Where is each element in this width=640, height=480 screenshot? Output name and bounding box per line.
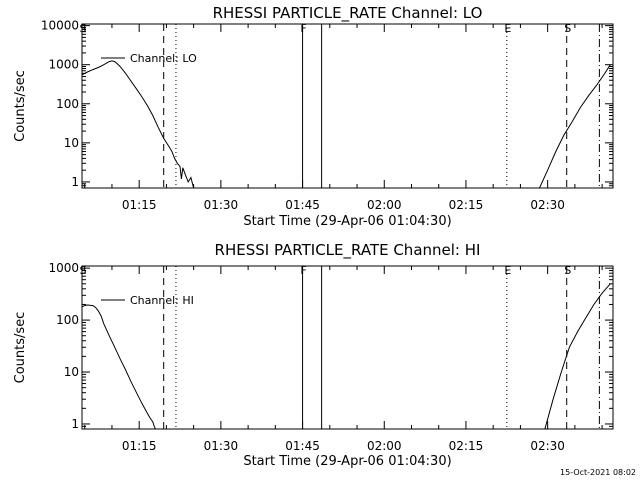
y-axis-title: Counts/sec [13, 312, 28, 384]
event-marker-label: S [80, 264, 87, 277]
series-line [82, 60, 195, 188]
y-tick-label: 1000 [48, 261, 79, 275]
legend-label: Channel: HI [130, 294, 194, 307]
y-tick-label: 100 [56, 313, 79, 327]
event-marker-label: E [504, 22, 511, 35]
x-axis-title: Start Time (29-Apr-06 01:04:30) [243, 454, 451, 469]
plot-frame [81, 23, 614, 189]
x-tick-label: 01:30 [204, 439, 239, 453]
x-tick-label: 01:45 [285, 439, 320, 453]
event-marker-label: F [300, 264, 306, 277]
y-tick-label: 10000 [41, 19, 79, 33]
x-tick-label: 02:30 [530, 198, 565, 212]
y-tick-label: 100 [56, 97, 79, 111]
panel-hi: RHESSI PARTICLE_RATE Channel: HI 1 10 100 10… [13, 241, 614, 469]
x-tick-label: 01:15 [122, 198, 157, 212]
x-tick-label: 01:30 [204, 198, 239, 212]
y-tick-label: 1000 [48, 58, 79, 72]
series-line [539, 64, 611, 188]
y-tick-label: 1 [71, 417, 79, 431]
timestamp: 15-Oct-2021 08:02 [560, 468, 636, 477]
chart-title: RHESSI PARTICLE_RATE Channel: LO [213, 4, 483, 23]
chart-title: RHESSI PARTICLE_RATE Channel: HI [215, 241, 481, 260]
y-axis-title: Counts/sec [13, 70, 28, 142]
y-tick-label: 10 [64, 136, 79, 150]
x-tick-label: 02:00 [367, 198, 402, 212]
series-line [544, 283, 611, 429]
event-marker-label: S [80, 22, 87, 35]
event-marker-label: S [564, 264, 571, 277]
series-line [82, 304, 156, 429]
event-marker-label: F [300, 22, 306, 35]
x-tick-label: 01:45 [285, 198, 320, 212]
x-tick-label: 02:15 [449, 198, 484, 212]
x-tick-label: 01:15 [122, 439, 157, 453]
event-marker-label: E [504, 264, 511, 277]
legend-label: Channel: LO [130, 52, 197, 65]
x-axis-title: Start Time (29-Apr-06 01:04:30) [243, 214, 451, 229]
x-tick-label: 02:00 [367, 439, 402, 453]
x-tick-label: 02:15 [449, 439, 484, 453]
event-marker-label: S [564, 22, 571, 35]
y-tick-label: 10 [64, 365, 79, 379]
y-tick-label: 1 [71, 175, 79, 189]
panel-lo: RHESSI PARTICLE_RATE Channel: LO 1 10 100 10… [13, 4, 614, 229]
x-tick-label: 02:30 [530, 439, 565, 453]
plot-frame [81, 265, 614, 430]
